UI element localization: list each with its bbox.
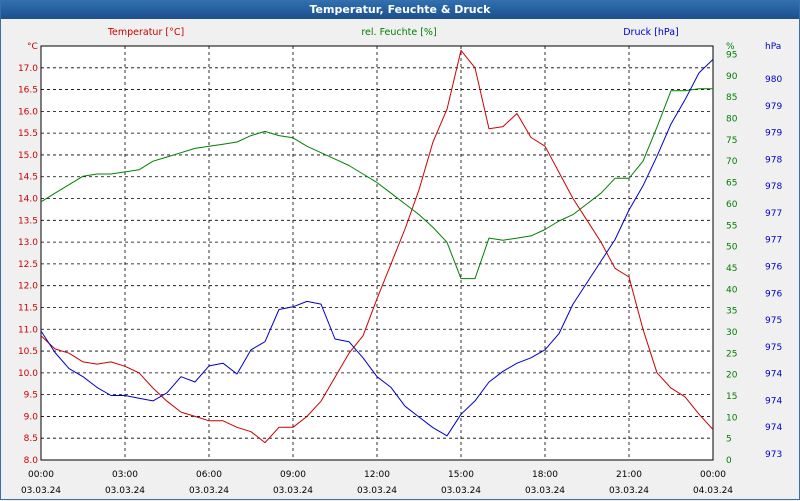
temperature-tick-9: 12.5 [18, 260, 38, 270]
humidity-tick-1: 5 [726, 435, 732, 445]
x-tick-time-2: 06:00 [196, 470, 222, 480]
x-tick-time-4: 12:00 [364, 470, 390, 480]
pressure-unit-label: hPa [765, 42, 781, 52]
humidity-tick-4: 20 [726, 371, 738, 381]
x-tick-date-3: 03.03.24 [273, 486, 313, 496]
temperature-tick-13: 14.5 [18, 173, 38, 183]
humidity-tick-11: 55 [726, 221, 737, 231]
humidity-tick-13: 65 [726, 179, 737, 189]
pressure-tick-0: 973 [765, 450, 782, 460]
temperature-tick-6: 11.0 [18, 325, 38, 335]
temperature-tick-5: 10.5 [18, 347, 38, 357]
temperature-tick-11: 13.5 [18, 216, 38, 226]
x-tick-time-7: 21:00 [616, 470, 642, 480]
humidity-tick-7: 35 [726, 307, 737, 317]
x-tick-time-8: 00:00 [700, 470, 726, 480]
temperature-header: Temperatur [°C] [107, 27, 184, 38]
temperature-tick-0: 8.0 [24, 456, 39, 466]
x-tick-date-1: 03.03.24 [105, 486, 145, 496]
humidity-tick-16: 80 [726, 115, 738, 125]
x-tick-date-5: 03.03.24 [441, 486, 481, 496]
x-tick-time-5: 15:00 [448, 470, 474, 480]
series-lines [40, 49, 714, 444]
x-tick-date-0: 03.03.24 [21, 486, 61, 496]
temperature-unit-label: °C [27, 42, 38, 52]
humidity-tick-19: 95 [726, 51, 737, 61]
temperature-tick-7: 11.5 [18, 303, 38, 313]
temperature-tick-16: 16.0 [18, 107, 38, 117]
pressure-header: Druck [hPa] [623, 27, 679, 38]
pressure-tick-12: 979 [765, 129, 782, 139]
humidity-tick-10: 50 [726, 243, 738, 253]
humidity-tick-15: 75 [726, 136, 737, 146]
humidity-tick-5: 25 [726, 349, 737, 359]
x-tick-time-1: 03:00 [112, 470, 138, 480]
x-tick-date-6: 03.03.24 [525, 486, 565, 496]
humidity-tick-14: 70 [726, 157, 738, 167]
window-title: Temperatur, Feuchte & Druck [1, 1, 799, 19]
pressure-tick-4: 975 [765, 343, 782, 353]
humidity-tick-17: 85 [726, 93, 737, 103]
temperature-tick-10: 13.0 [18, 238, 38, 248]
x-tick-date-2: 03.03.24 [189, 486, 229, 496]
x-tick-date-4: 03.03.24 [357, 486, 397, 496]
temperature-tick-1: 8.5 [24, 434, 38, 444]
pressure-tick-11: 978 [765, 155, 782, 165]
pressure-tick-6: 976 [765, 289, 782, 299]
humidity-tick-3: 15 [726, 392, 737, 402]
x-tick-date-8: 04.03.24 [693, 486, 733, 496]
temperature-tick-18: 17.0 [18, 64, 38, 74]
humidity-tick-8: 40 [726, 285, 738, 295]
temperature-tick-12: 14.0 [18, 195, 38, 205]
x-tick-time-3: 09:00 [280, 470, 306, 480]
humidity-tick-9: 45 [726, 264, 737, 274]
humidity-axis-ticks: 0 5 10 15 20 25 30 35 40 45 50 55 60 65 70 75 80 85 90 95 [726, 51, 738, 466]
humidity-tick-18: 90 [726, 72, 738, 82]
pressure-tick-5: 975 [765, 316, 782, 326]
time-axis-ticks: 00:00 03.03.24 03:00 03.03.24 06:00 03.03.24 0… [21, 470, 733, 496]
humidity-tick-12: 60 [726, 200, 738, 210]
temperature-tick-3: 9.5 [24, 391, 38, 401]
pressure-tick-8: 977 [765, 236, 782, 246]
x-tick-date-7: 03.03.24 [609, 486, 649, 496]
pressure-tick-3: 974 [765, 370, 782, 380]
temperature-tick-8: 12.0 [18, 282, 38, 292]
pressure-tick-9: 977 [765, 209, 782, 219]
temperature-tick-15: 15.5 [18, 129, 38, 139]
pressure-tick-1: 974 [765, 423, 782, 433]
humidity-tick-0: 0 [726, 456, 732, 466]
humidity-tick-6: 30 [726, 328, 738, 338]
pressure-axis-ticks: 973 974 974 974 975 975 976 976 977 977 978 978 979 9… [765, 75, 782, 460]
humidity-header: rel. Feuchte [%] [361, 27, 436, 38]
humidity-unit-label: % [726, 42, 735, 52]
pressure-tick-2: 974 [765, 396, 782, 406]
pressure-series-line [40, 59, 714, 437]
x-tick-time-6: 18:00 [532, 470, 558, 480]
temperature-tick-14: 15.0 [18, 151, 38, 161]
pressure-tick-10: 978 [765, 182, 782, 192]
temperature-axis-ticks: 8.0 8.5 9.0 9.5 10.0 10.5 11.0 11.5 12.0 12.5 13.0… [18, 64, 38, 466]
temperature-series-line [40, 49, 714, 444]
humidity-series-line [40, 88, 713, 280]
pressure-tick-14: 980 [765, 75, 782, 85]
humidity-tick-2: 10 [726, 413, 738, 423]
x-tick-time-0: 00:00 [28, 470, 54, 480]
temperature-tick-4: 10.0 [18, 369, 38, 379]
pressure-tick-13: 979 [765, 102, 782, 112]
pressure-tick-7: 976 [765, 263, 782, 273]
grid-lines [40, 46, 714, 461]
temperature-tick-17: 16.5 [18, 86, 38, 96]
temperature-tick-2: 9.0 [24, 412, 39, 422]
